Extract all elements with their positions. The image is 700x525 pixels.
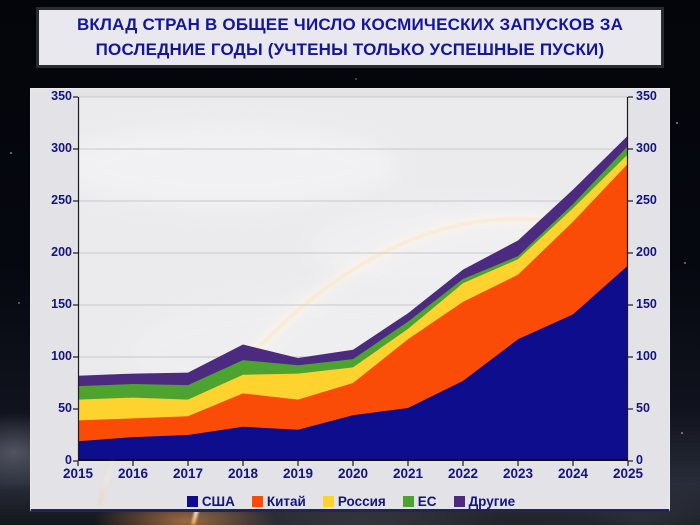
title-box: ВКЛАД СТРАН В ОБЩЕЕ ЧИСЛО КОСМИЧЕСКИХ ЗА… [37,8,663,67]
x-axis-label: 2025 [612,466,644,481]
y-axis-label-left: 100 [51,349,72,363]
y-axis-label-right: 350 [636,89,657,103]
x-axis-label: 2016 [117,466,149,481]
legend-label: Другие [468,493,516,509]
x-axis-label: 2020 [337,466,369,481]
legend-item-США: США [186,493,235,509]
y-axis-label-right: 100 [636,349,657,363]
stars-decoration [0,0,2,2]
y-axis-label-right: 0 [636,453,643,467]
y-axis-label-left: 350 [51,89,72,103]
y-axis-label-left: 250 [51,193,72,207]
legend-item-Другие: Другие [453,493,516,509]
y-axis-label-right: 300 [636,141,657,155]
legend-item-Китай: Китай [251,493,306,509]
x-axis-label: 2015 [62,466,94,481]
y-axis-label-left: 0 [65,453,72,467]
y-axis-label-left: 150 [51,297,72,311]
stacked-area-plot [73,96,633,466]
y-axis-label-left: 50 [58,401,72,415]
page-title: ВКЛАД СТРАН В ОБЩЕЕ ЧИСЛО КОСМИЧЕСКИХ ЗА… [76,15,624,59]
y-axis-label-right: 200 [636,245,657,259]
y-axis-label-right: 250 [636,193,657,207]
x-axis-label: 2024 [557,466,589,481]
legend-swatch-icon [402,495,414,507]
cloud [78,125,398,209]
chart-panel: 0 0 50 50 100 100 150 150 200 200 250 250 300 300 350 3… [30,88,670,512]
y-axis-label-right: 50 [636,401,650,415]
x-axis-label: 2022 [447,466,479,481]
chart-legend: США Китай Россия ЕС Другие [31,491,671,511]
legend-item-ЕС: ЕС [402,493,437,509]
y-axis-label-left: 200 [51,245,72,259]
y-axis-label-left: 300 [51,141,72,155]
y-axis-label-right: 150 [636,297,657,311]
x-axis-label: 2018 [227,466,259,481]
legend-swatch-icon [322,495,334,507]
legend-label: Китай [266,493,306,509]
x-axis-label: 2021 [392,466,424,481]
legend-label: США [201,493,235,509]
legend-label: Россия [337,493,386,509]
x-axis-label: 2017 [172,466,204,481]
x-axis-label: 2019 [282,466,314,481]
legend-label: ЕС [417,493,437,509]
legend-swatch-icon [453,495,465,507]
legend-swatch-icon [186,495,198,507]
legend-swatch-icon [251,495,263,507]
legend-item-Россия: Россия [322,493,386,509]
area-series-США [78,265,628,461]
x-axis-label: 2023 [502,466,534,481]
